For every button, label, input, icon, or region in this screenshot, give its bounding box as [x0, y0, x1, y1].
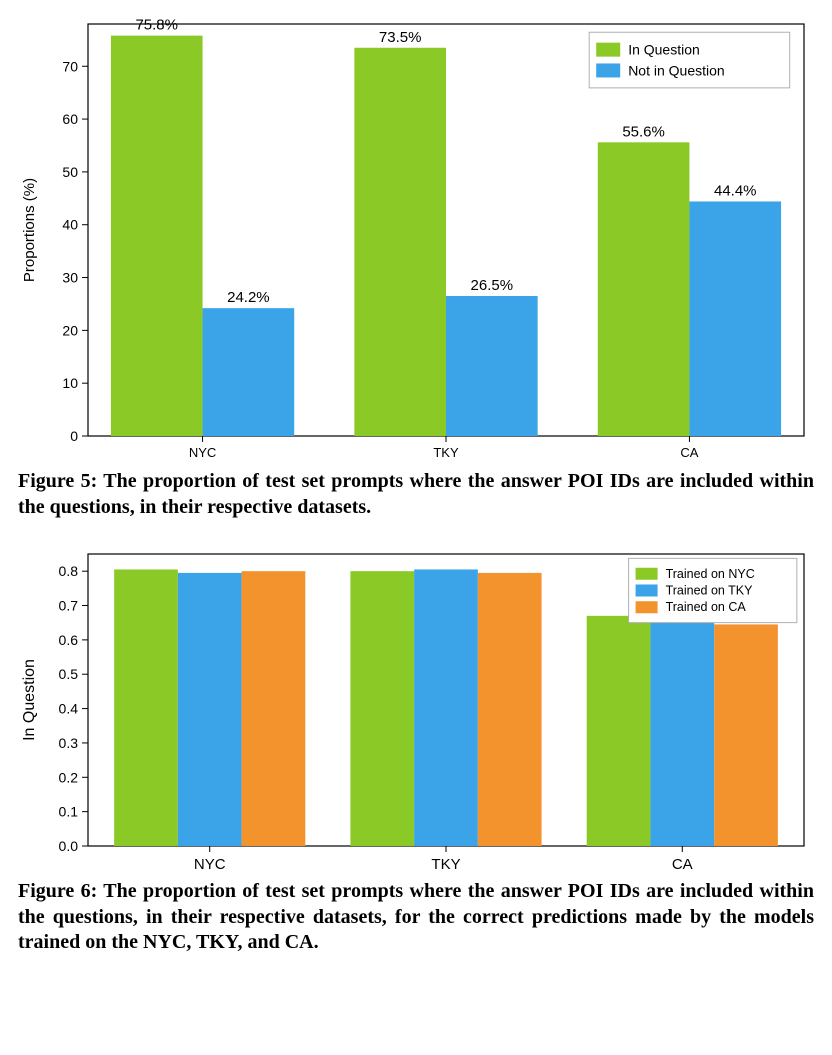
svg-text:0.4: 0.4: [59, 701, 79, 717]
svg-text:0.6: 0.6: [59, 632, 79, 648]
svg-text:0.1: 0.1: [59, 804, 79, 820]
svg-text:NYC: NYC: [194, 856, 226, 873]
svg-text:70: 70: [62, 58, 78, 74]
figure-5: 0 10 20 30 40 50 60 70 Proportions (%) NYC 75.8% 24…: [12, 12, 820, 520]
svg-text:0.7: 0.7: [59, 598, 79, 614]
svg-text:Trained on NYC: Trained on NYC: [666, 567, 755, 581]
svg-text:44.4%: 44.4%: [714, 182, 757, 199]
svg-text:Proportions (%): Proportions (%): [21, 178, 38, 282]
svg-text:0.8: 0.8: [59, 563, 79, 579]
svg-text:24.2%: 24.2%: [227, 289, 270, 306]
svg-text:0.3: 0.3: [59, 735, 79, 751]
svg-text:TKY: TKY: [431, 856, 460, 873]
svg-text:0: 0: [70, 428, 78, 444]
svg-text:Trained on CA: Trained on CA: [666, 600, 747, 614]
svg-text:26.5%: 26.5%: [471, 277, 514, 294]
svg-text:CA: CA: [680, 445, 698, 460]
svg-text:20: 20: [62, 322, 78, 338]
svg-text:NYC: NYC: [189, 445, 216, 460]
svg-text:Trained on TKY: Trained on TKY: [666, 584, 754, 598]
svg-text:60: 60: [62, 111, 78, 127]
svg-text:Not in Question: Not in Question: [628, 62, 725, 78]
svg-text:73.5%: 73.5%: [379, 29, 422, 46]
svg-text:0.2: 0.2: [59, 769, 79, 785]
figure-6-caption: Figure 6: The proportion of test set pro…: [18, 879, 814, 956]
figure-6-chart: 0.0 0.1 0.2 0.3 0.4 0.5 0.6 0.7 0.8 In Question NY…: [14, 542, 818, 877]
figure-5-chart: 0 10 20 30 40 50 60 70 Proportions (%) NYC 75.8% 24…: [14, 12, 818, 467]
svg-text:TKY: TKY: [433, 445, 459, 460]
svg-text:0.5: 0.5: [59, 666, 79, 682]
svg-text:CA: CA: [672, 856, 693, 873]
figure-5-caption: Figure 5: The proportion of test set pro…: [18, 469, 814, 520]
svg-text:0.0: 0.0: [59, 838, 79, 854]
figure-6: 0.0 0.1 0.2 0.3 0.4 0.5 0.6 0.7 0.8 In Question NY…: [12, 542, 820, 956]
svg-text:75.8%: 75.8%: [135, 17, 178, 34]
svg-text:In Question: In Question: [21, 659, 38, 741]
svg-text:In Question: In Question: [628, 42, 700, 58]
svg-text:55.6%: 55.6%: [622, 123, 665, 140]
svg-text:40: 40: [62, 217, 78, 233]
svg-text:10: 10: [62, 375, 78, 391]
svg-text:30: 30: [62, 270, 78, 286]
svg-text:50: 50: [62, 164, 78, 180]
